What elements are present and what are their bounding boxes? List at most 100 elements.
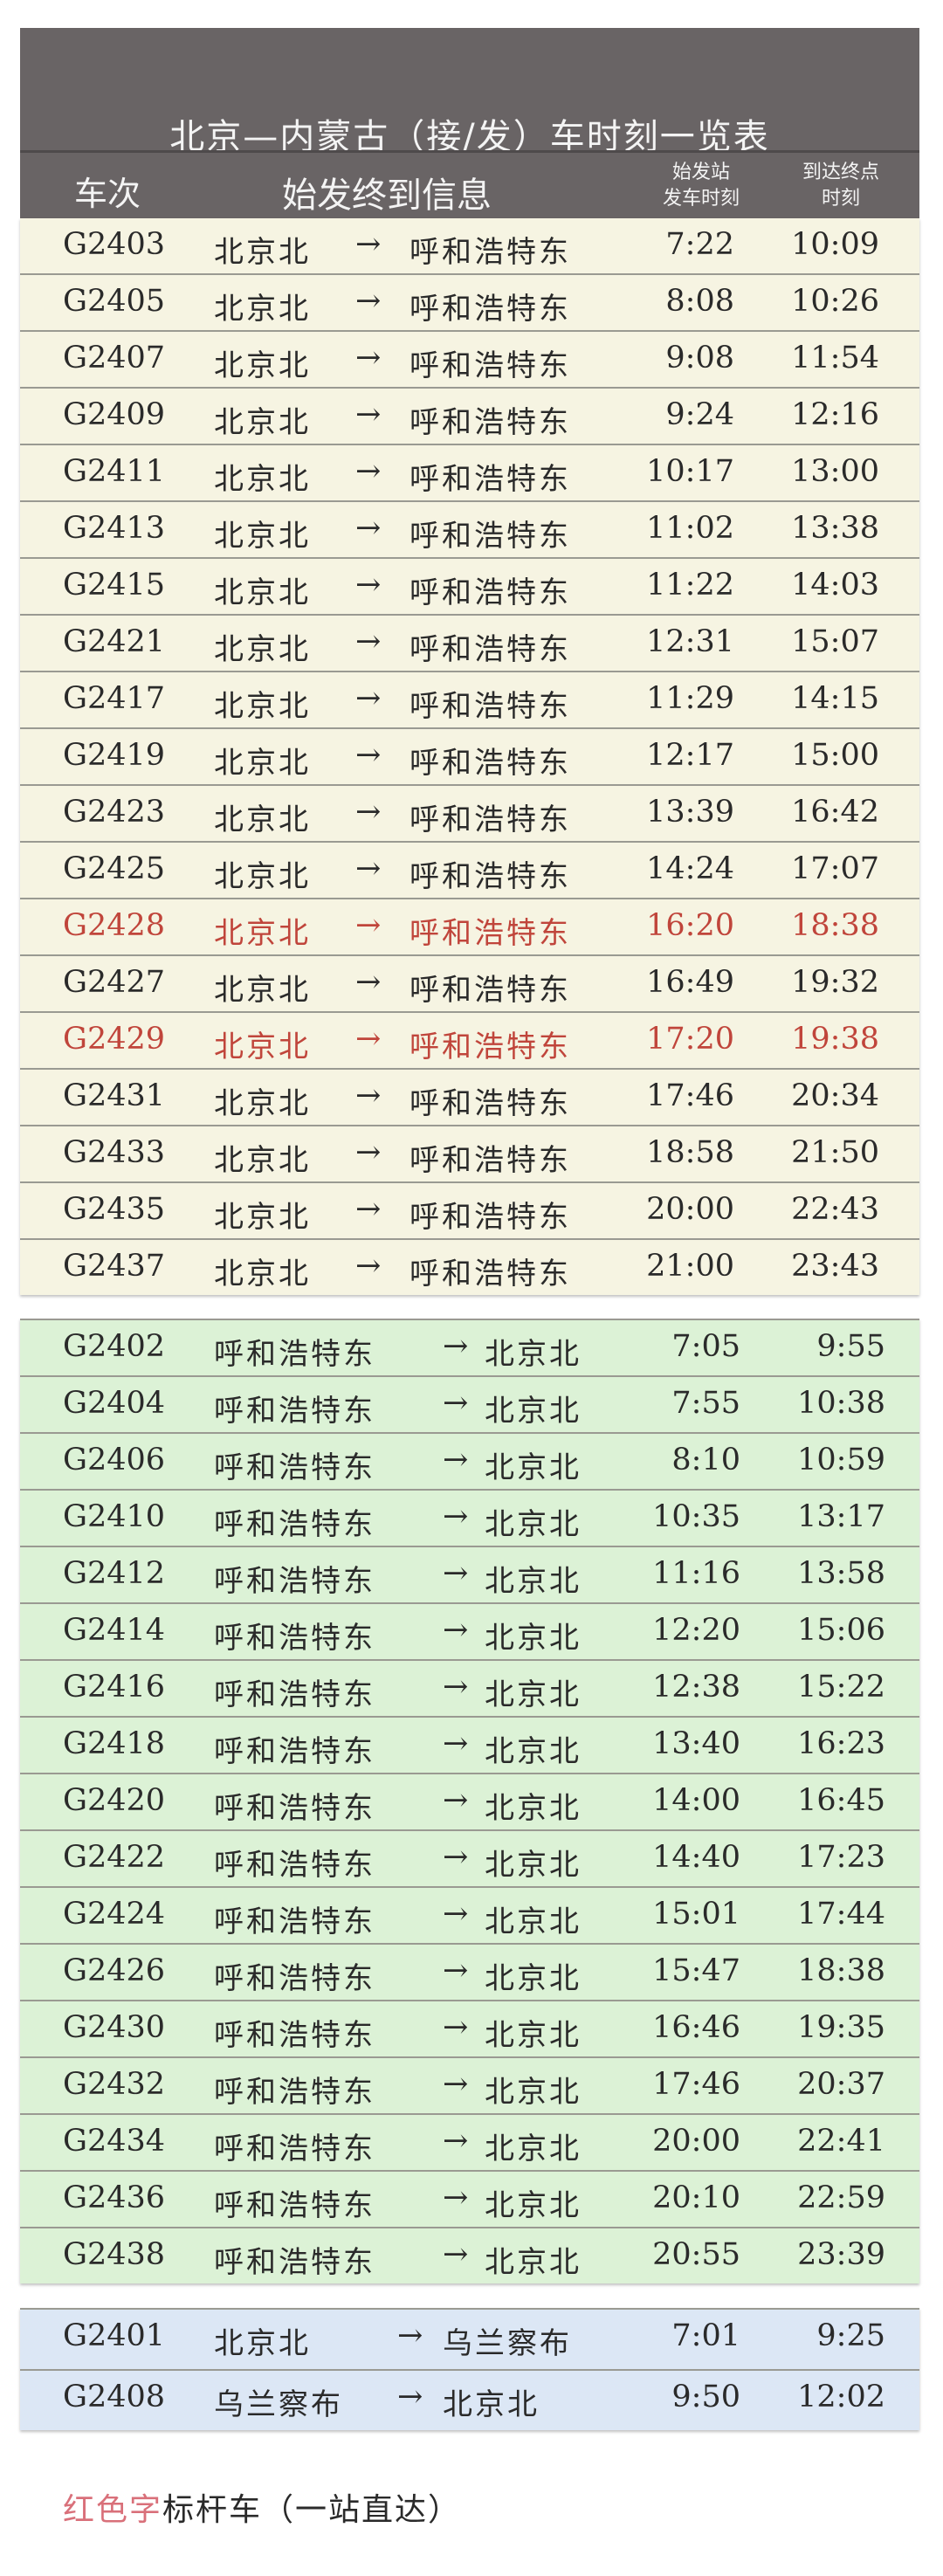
destination-station: 北京北 bbox=[485, 2075, 582, 2110]
departure-time: 9:50 bbox=[671, 2380, 740, 2414]
arrow-icon: → bbox=[355, 1192, 382, 1227]
table-row: G2431 北京北 → 呼和浩特东 17:46 20:34 bbox=[20, 1070, 919, 1126]
origin-station: 北京北 bbox=[214, 235, 311, 270]
destination-station: 北京北 bbox=[485, 1904, 582, 1939]
table-row: G2409 北京北 → 呼和浩特东 9:24 12:16 bbox=[20, 389, 919, 445]
table-row: G2407 北京北 → 呼和浩特东 9:08 11:54 bbox=[20, 332, 919, 389]
table-row: G2416 呼和浩特东 → 北京北 12:38 15:22 bbox=[20, 1661, 919, 1718]
arrow-icon: → bbox=[355, 795, 382, 830]
departure-time: 20:00 bbox=[646, 1192, 734, 1227]
origin-station: 呼和浩特东 bbox=[214, 1621, 375, 1656]
table-row: G2428 北京北 → 呼和浩特东 16:20 18:38 bbox=[20, 899, 919, 956]
arrival-time: 10:09 bbox=[791, 227, 879, 262]
col-departure-time: 始发站 发车时刻 bbox=[662, 162, 740, 210]
arrow-icon: → bbox=[355, 1249, 382, 1284]
departure-time: 12:17 bbox=[646, 738, 734, 773]
origin-station: 呼和浩特东 bbox=[214, 1961, 375, 1996]
train-number: G2415 bbox=[63, 568, 166, 603]
departure-time: 14:00 bbox=[652, 1783, 740, 1818]
destination-station: 北京北 bbox=[485, 1677, 582, 1712]
destination-station: 北京北 bbox=[485, 1507, 582, 1542]
destination-station: 呼和浩特东 bbox=[410, 575, 571, 610]
departure-time: 11:29 bbox=[646, 681, 734, 716]
col-route-info: 始发终到信息 bbox=[282, 176, 492, 216]
train-number: G2424 bbox=[63, 1897, 166, 1932]
arrow-icon: → bbox=[397, 2380, 423, 2414]
train-number: G2404 bbox=[63, 1386, 166, 1421]
table-row: G2406 呼和浩特东 → 北京北 8:10 10:59 bbox=[20, 1434, 919, 1491]
arrival-time: 21:50 bbox=[791, 1135, 879, 1170]
footnote-text: 标杆车（一站直达） bbox=[162, 2492, 462, 2528]
departure-time: 7:55 bbox=[671, 1386, 740, 1421]
arrival-time: 11:54 bbox=[791, 341, 879, 375]
train-number: G2422 bbox=[63, 1840, 166, 1875]
destination-station: 北京北 bbox=[485, 2188, 582, 2223]
arrow-icon: → bbox=[443, 1840, 469, 1875]
arrival-time: 22:41 bbox=[797, 2124, 885, 2159]
arrival-time: 16:45 bbox=[797, 1783, 885, 1818]
arrow-icon: → bbox=[355, 454, 382, 489]
train-number: G2411 bbox=[63, 454, 166, 489]
column-headers: 车次 始发终到信息 始发站 发车时刻 到达终点 时刻 bbox=[20, 150, 919, 221]
origin-station: 呼和浩特东 bbox=[214, 1450, 375, 1485]
section-hohhot-to-beijing: G2402 呼和浩特东 → 北京北 7:05 9:55 G2404 呼和浩特东 → 北京北 7:55… bbox=[20, 1319, 919, 2283]
table-row: G2411 北京北 → 呼和浩特东 10:17 13:00 bbox=[20, 445, 919, 502]
arrow-icon: → bbox=[355, 511, 382, 546]
destination-station: 呼和浩特东 bbox=[410, 1030, 571, 1064]
origin-station: 北京北 bbox=[214, 2326, 311, 2361]
arrival-time: 16:23 bbox=[797, 1726, 885, 1761]
arrow-icon: → bbox=[443, 1783, 469, 1818]
arrow-icon: → bbox=[443, 1499, 469, 1534]
table-row: G2417 北京北 → 呼和浩特东 11:29 14:15 bbox=[20, 672, 919, 729]
arrow-icon: → bbox=[355, 341, 382, 375]
destination-station: 北京北 bbox=[485, 1621, 582, 1656]
table-row: G2404 呼和浩特东 → 北京北 7:55 10:38 bbox=[20, 1377, 919, 1434]
departure-time: 18:58 bbox=[646, 1135, 734, 1170]
destination-station: 呼和浩特东 bbox=[410, 973, 571, 1008]
arrival-time: 15:07 bbox=[791, 624, 879, 659]
destination-station: 北京北 bbox=[485, 2245, 582, 2280]
arrival-time: 15:22 bbox=[797, 1670, 885, 1705]
train-number: G2401 bbox=[63, 2318, 166, 2353]
departure-time: 10:35 bbox=[652, 1499, 740, 1534]
departure-time: 8:08 bbox=[665, 284, 734, 319]
departure-time: 20:00 bbox=[652, 2124, 740, 2159]
origin-station: 乌兰察布 bbox=[214, 2387, 343, 2422]
arrow-icon: → bbox=[443, 1613, 469, 1648]
table-row: G2415 北京北 → 呼和浩特东 11:22 14:03 bbox=[20, 559, 919, 616]
table-row: G2403 北京北 → 呼和浩特东 7:22 10:09 bbox=[20, 218, 919, 275]
origin-station: 呼和浩特东 bbox=[214, 1734, 375, 1769]
table-row: G2432 呼和浩特东 → 北京北 17:46 20:37 bbox=[20, 2058, 919, 2115]
train-number: G2437 bbox=[63, 1249, 166, 1284]
departure-time: 13:40 bbox=[652, 1726, 740, 1761]
table-row: G2423 北京北 → 呼和浩特东 13:39 16:42 bbox=[20, 786, 919, 843]
arrow-icon: → bbox=[355, 227, 382, 262]
arrow-icon: → bbox=[443, 2180, 469, 2215]
arrow-icon: → bbox=[397, 2318, 423, 2353]
train-number: G2430 bbox=[63, 2010, 166, 2045]
train-number: G2420 bbox=[63, 1783, 166, 1818]
origin-station: 北京北 bbox=[214, 916, 311, 951]
origin-station: 呼和浩特东 bbox=[214, 1564, 375, 1599]
arrival-time: 17:23 bbox=[797, 1840, 885, 1875]
destination-station: 北京北 bbox=[485, 1394, 582, 1429]
arrow-icon: → bbox=[443, 1726, 469, 1761]
arrival-time: 12:16 bbox=[791, 397, 879, 432]
train-number: G2426 bbox=[63, 1953, 166, 1988]
arrow-icon: → bbox=[355, 851, 382, 886]
origin-station: 北京北 bbox=[214, 632, 311, 667]
table-row: G2418 呼和浩特东 → 北京北 13:40 16:23 bbox=[20, 1718, 919, 1774]
origin-station: 北京北 bbox=[214, 973, 311, 1008]
departure-time: 20:10 bbox=[652, 2180, 740, 2215]
arrival-time: 17:44 bbox=[797, 1897, 885, 1932]
origin-station: 北京北 bbox=[214, 746, 311, 781]
train-number: G2409 bbox=[63, 397, 166, 432]
train-number: G2431 bbox=[63, 1078, 166, 1113]
train-number: G2429 bbox=[63, 1022, 166, 1057]
section-beijing-to-hohhot: G2403 北京北 → 呼和浩特东 7:22 10:09 G2405 北京北 → 呼和浩特东 8:0… bbox=[20, 218, 919, 1295]
origin-station: 北京北 bbox=[214, 348, 311, 383]
train-number: G2427 bbox=[63, 965, 166, 1000]
origin-station: 呼和浩特东 bbox=[214, 1337, 375, 1372]
train-number: G2417 bbox=[63, 681, 166, 716]
table-row: G2429 北京北 → 呼和浩特东 17:20 19:38 bbox=[20, 1013, 919, 1070]
